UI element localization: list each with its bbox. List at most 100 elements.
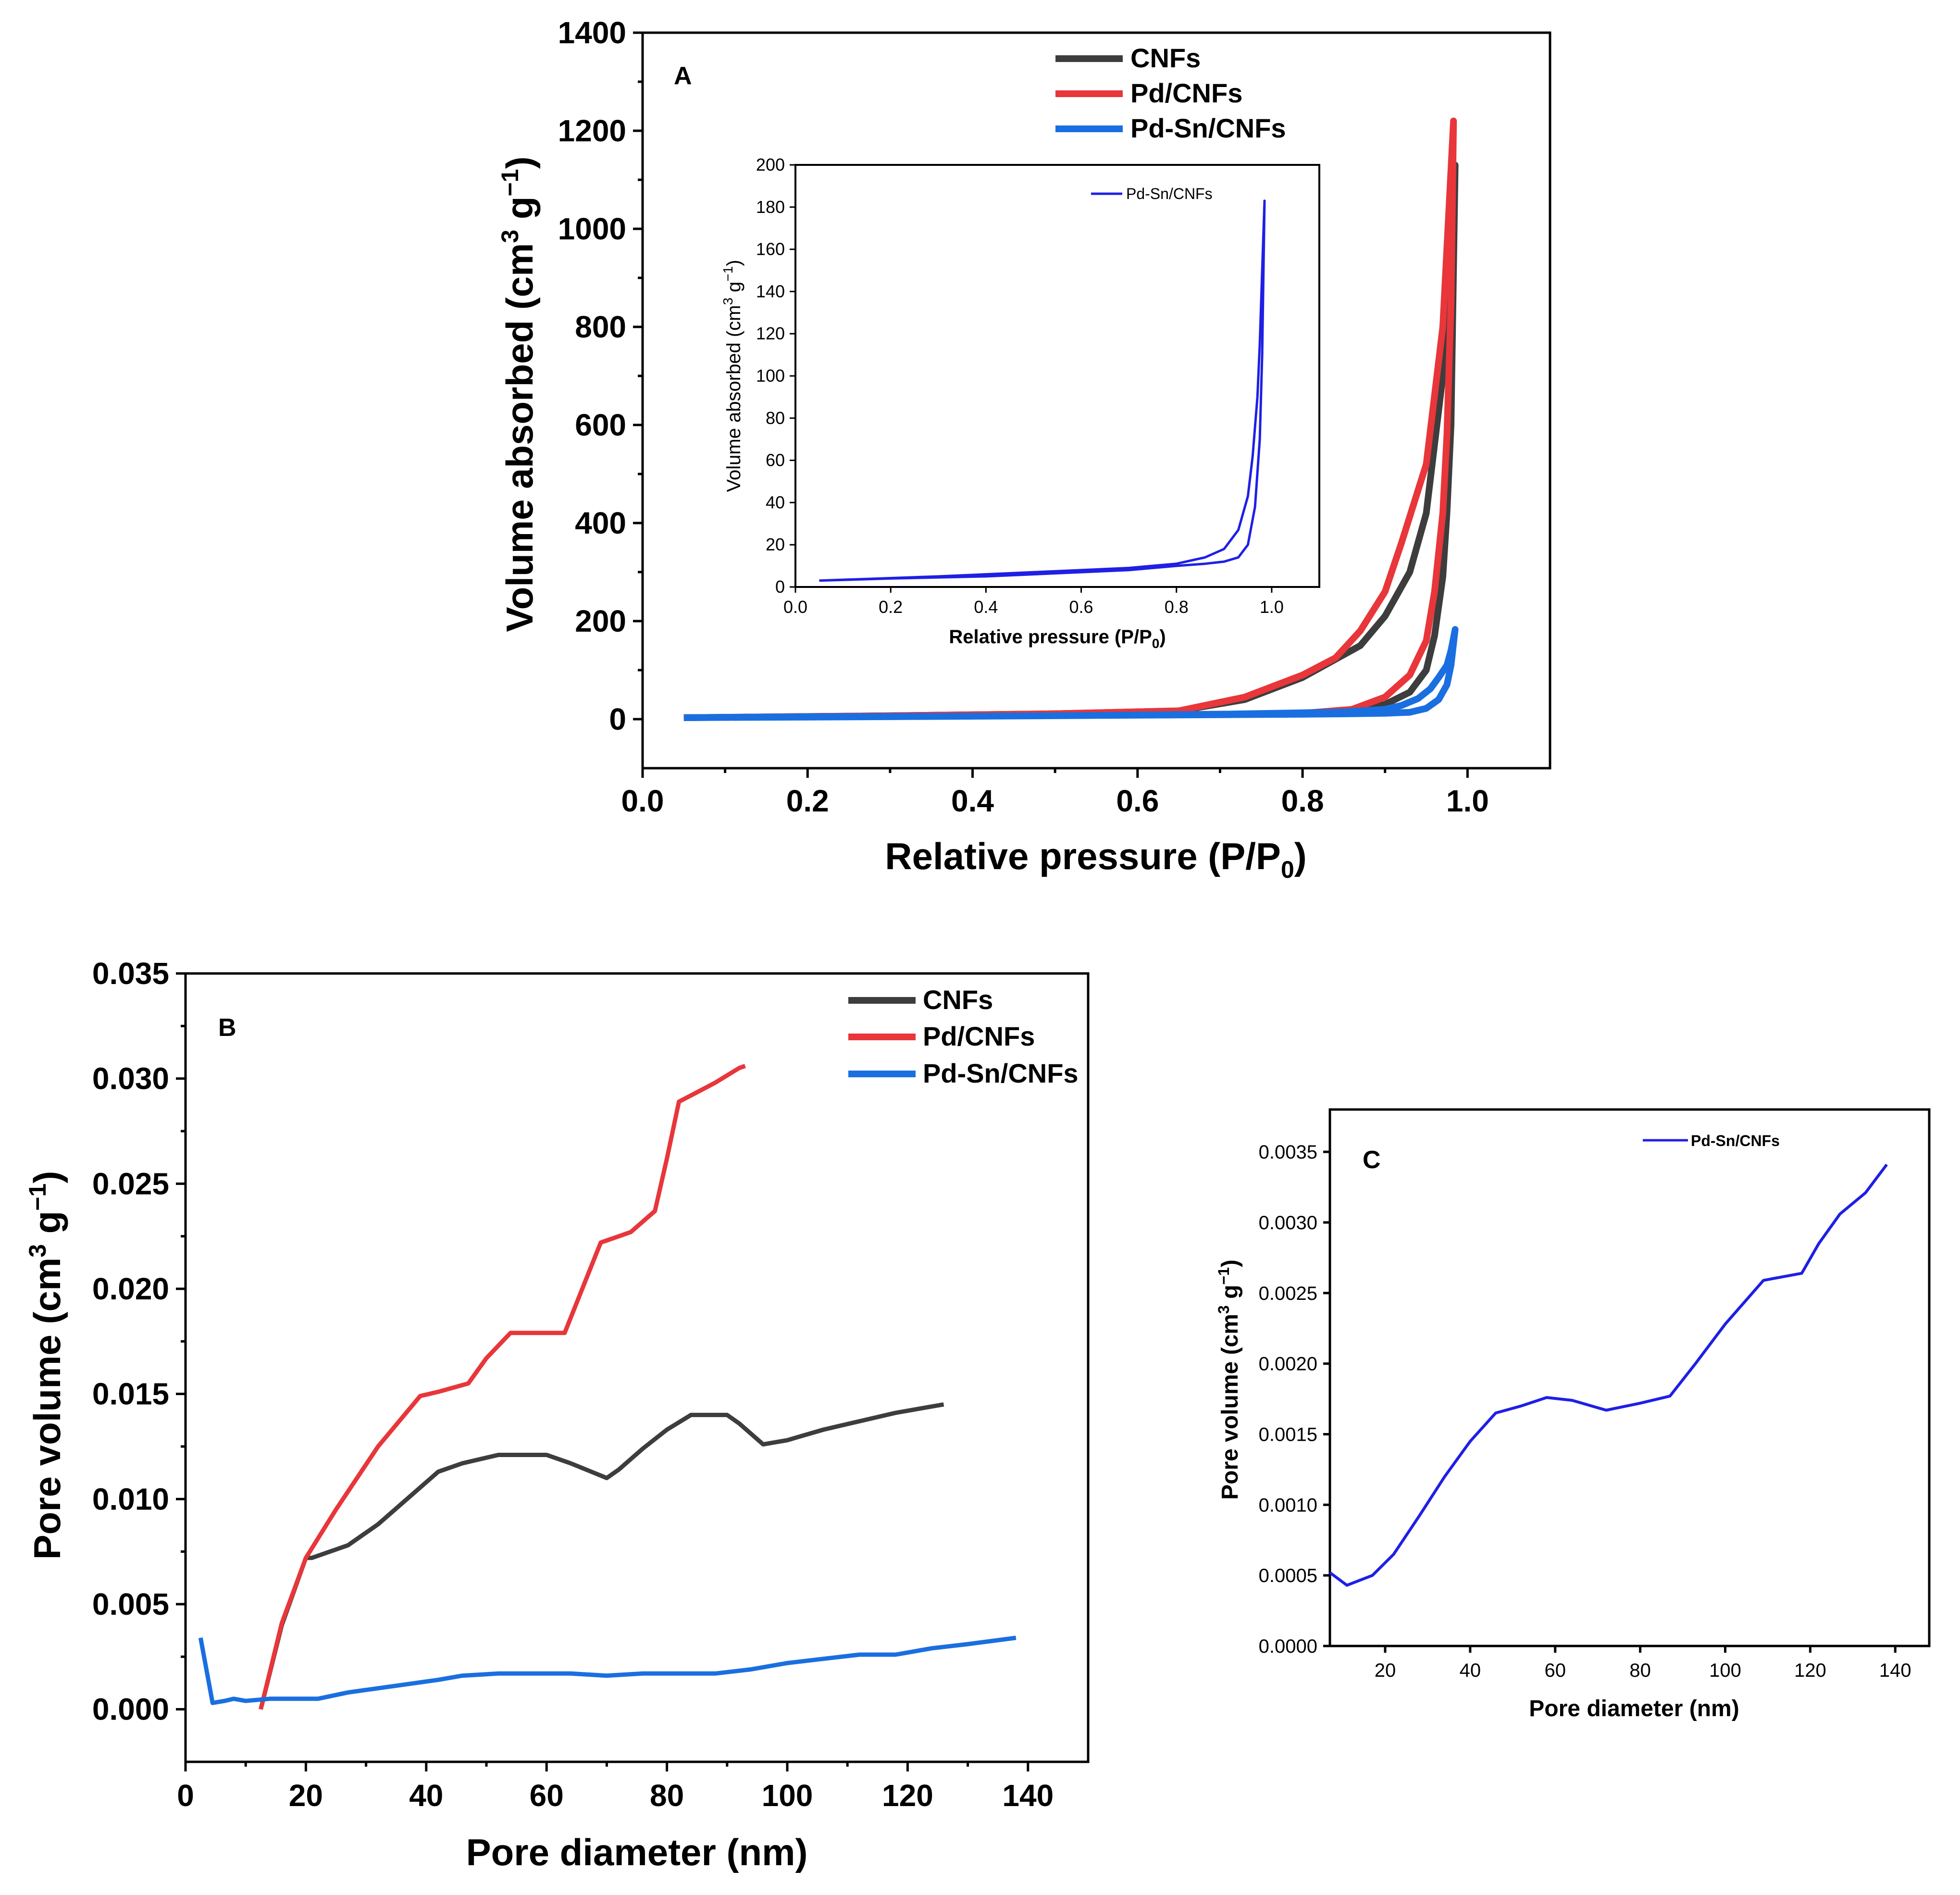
y-tick-label: 0.0030 [1259, 1212, 1317, 1234]
y-tick-label: 160 [756, 239, 785, 259]
y-tick-label: 0.025 [92, 1166, 169, 1201]
x-tick-label: 20 [1375, 1660, 1396, 1681]
x-tick-label: 0.8 [1165, 597, 1189, 617]
legend-inset-label: Pd-Sn/CNFs [1126, 185, 1213, 202]
x-tick-label: 80 [650, 1778, 684, 1813]
y-tick-label: 400 [575, 506, 626, 540]
y-tick-label: 0.010 [92, 1482, 169, 1516]
series-line-pdcnfs [259, 1064, 746, 1710]
legend-a-cnfs-label: CNFs [1130, 43, 1201, 73]
x-tick-label: 0 [177, 1778, 194, 1813]
y-tick-label: 200 [756, 155, 785, 175]
x-tick-label: 140 [1879, 1660, 1911, 1681]
y-tick-label: 1200 [558, 113, 626, 148]
x-tick-label: 1.0 [1446, 784, 1489, 818]
y-tick-label: 600 [575, 408, 626, 442]
legend-c-label: Pd-Sn/CNFs [1691, 1132, 1780, 1149]
series-line-pdsncnfs [683, 626, 1459, 721]
y-tick-label: 180 [756, 197, 785, 217]
x-tick-label: 120 [1794, 1660, 1826, 1681]
x-tick-label: 0.0 [621, 784, 664, 818]
x-tick-label: 100 [762, 1778, 813, 1813]
panel-a-frame [641, 31, 1551, 770]
y-tick-label: 0.0010 [1259, 1495, 1317, 1516]
y-tick-label: 1000 [558, 212, 626, 246]
panel-a: 0.0 0.2 0.4 0.6 0.8 1.0 0 200 400 600 800 1000 1200 1… [496, 15, 1551, 883]
panel-c-tag: C [1363, 1146, 1381, 1174]
x-tick-label: 40 [409, 1778, 443, 1813]
x-tick-label: 40 [1460, 1660, 1481, 1681]
y-tick-label: 80 [766, 408, 785, 428]
inset-curves [819, 199, 1266, 582]
panel-a-xlabel: Relative pressure (P/P0) [885, 835, 1307, 883]
x-tick-label: 0.0 [783, 597, 807, 617]
y-tick-label: 0.0005 [1259, 1565, 1317, 1586]
y-tick-label: 0.030 [92, 1061, 169, 1096]
x-tick-label: 0.2 [786, 784, 829, 818]
x-tick-label: 0.6 [1069, 597, 1093, 617]
y-tick-label: 200 [575, 604, 626, 638]
panel-b-ticks: 0 20 40 60 80 100 120 140 0.000 0.005 0.010 0.015 0.… [92, 956, 1054, 1813]
panel-a-ylabel: Volume absorbed (cm3 g−1) [496, 156, 541, 632]
y-tick-label: 800 [575, 310, 626, 344]
y-tick-label: 0.0000 [1259, 1636, 1317, 1657]
panel-c-frame [1328, 1108, 1931, 1647]
panel-c-ticks: 20 40 60 80 100 120 140 0.0000 0.0005 0.0010 0.001… [1259, 1142, 1911, 1681]
x-tick-label: 0.4 [951, 784, 994, 818]
legend-b-cnfs-label: CNFs [923, 985, 993, 1015]
series-line-cnfs [259, 1402, 944, 1710]
y-tick-label: 0.005 [92, 1587, 169, 1621]
inset-frame [794, 164, 1320, 588]
series-line-pdsncnfs [819, 199, 1266, 582]
legend-a-pdsncnfs-label: Pd-Sn/CNFs [1130, 113, 1286, 143]
x-tick-label: 80 [1629, 1660, 1651, 1681]
y-tick-label: 0.0015 [1259, 1424, 1317, 1445]
y-tick-label: 60 [766, 450, 785, 470]
x-tick-label: 0.2 [879, 597, 903, 617]
y-tick-label: 0 [609, 702, 626, 736]
panel-a-inset: 0.0 0.2 0.4 0.6 0.8 1.0 0 20 40 60 80 100 120 140 160 1… [720, 155, 1320, 651]
legend-a-pdcnfs-label: Pd/CNFs [1130, 78, 1242, 108]
panel-c-xlabel: Pore diameter (nm) [1529, 1696, 1739, 1721]
panel-a-legend: CNFs Pd/CNFs Pd-Sn/CNFs [1055, 43, 1286, 143]
inset-ylabel: Volume absorbed (cm3 g−1) [720, 260, 744, 492]
panel-c-curves [1329, 1163, 1888, 1587]
x-tick-label: 60 [530, 1778, 564, 1813]
x-tick-label: 1.0 [1260, 597, 1284, 617]
legend-b-pdsncnfs-label: Pd-Sn/CNFs [923, 1058, 1079, 1088]
x-tick-label: 20 [289, 1778, 323, 1813]
inset-ticks: 0.0 0.2 0.4 0.6 0.8 1.0 0 20 40 60 80 100 120 140 160 1… [756, 155, 1284, 617]
x-tick-label: 120 [882, 1778, 933, 1813]
legend-b-pdcnfs-label: Pd/CNFs [923, 1021, 1035, 1051]
y-tick-label: 1400 [558, 15, 626, 50]
panel-b-curves [198, 1064, 1017, 1710]
x-tick-label: 0.8 [1281, 784, 1324, 818]
panel-b-xlabel: Pore diameter (nm) [466, 1831, 808, 1873]
y-tick-label: 0.000 [92, 1692, 169, 1727]
x-tick-label: 100 [1709, 1660, 1741, 1681]
y-tick-label: 20 [766, 535, 785, 554]
y-tick-label: 40 [766, 492, 785, 512]
panel-b: 0 20 40 60 80 100 120 140 0.000 0.005 0.010 0.015 0.… [24, 956, 1090, 1873]
y-tick-label: 120 [756, 324, 785, 343]
x-tick-label: 0.4 [974, 597, 998, 617]
series-line-pdsncnfs [1329, 1163, 1888, 1587]
x-tick-label: 140 [1002, 1778, 1054, 1813]
panel-b-ylabel: Pore volume (cm3 g−1) [24, 1171, 68, 1560]
y-tick-label: 0.0035 [1259, 1142, 1317, 1163]
y-tick-label: 0.0025 [1259, 1283, 1317, 1304]
series-line-pdsncnfs [198, 1635, 1017, 1705]
panel-a-ticks: 0.0 0.2 0.4 0.6 0.8 1.0 0 200 400 600 800 1000 1200 1… [558, 15, 1489, 818]
panel-a-tag: A [674, 62, 692, 90]
panel-c: 20 40 60 80 100 120 140 0.0000 0.0005 0.0010 0.001… [1215, 1108, 1931, 1721]
panel-b-tag: B [218, 1014, 236, 1042]
y-tick-label: 0.035 [92, 956, 169, 991]
x-tick-label: 60 [1544, 1660, 1566, 1681]
y-tick-label: 0.015 [92, 1377, 169, 1411]
x-tick-label: 0.6 [1116, 784, 1159, 818]
y-tick-label: 0.0020 [1259, 1354, 1317, 1375]
panel-b-frame [184, 972, 1090, 1763]
panel-b-legend: CNFs Pd/CNFs Pd-Sn/CNFs [848, 985, 1079, 1088]
panel-c-ylabel: Pore volume (cm3 g−1) [1215, 1259, 1243, 1500]
